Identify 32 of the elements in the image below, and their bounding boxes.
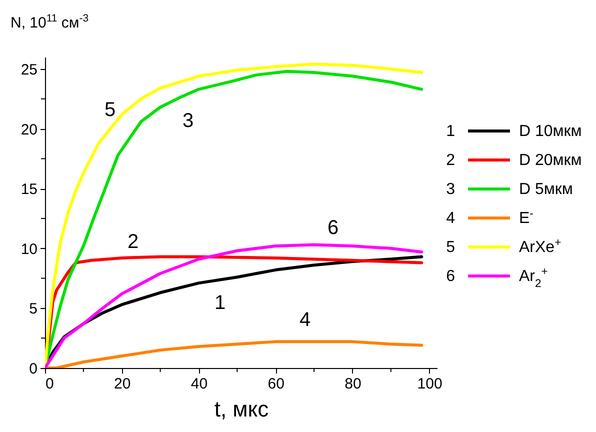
text: 3 [446,181,455,198]
y-tick-label: 15 [20,181,38,198]
annotation: 4 [299,309,311,331]
annotation: 6 [327,217,339,239]
y-tick-label: 25 [20,61,38,78]
x-tick-label: 80 [344,376,362,392]
y-tick-label: 20 [20,121,38,138]
x-tick-label: 0 [46,376,54,392]
x-tick-label: 20 [114,376,131,392]
text: 5 [446,239,455,256]
legend-label: D 10мкм [519,123,582,140]
legend-label: ArXe$^{+}$ [519,237,562,256]
legend-label: D 20мкм [519,152,582,169]
annotation: 2 [127,231,139,253]
y-tick-label: 5 [29,300,38,318]
x-tick-label: 40 [190,376,208,392]
text: 6 [446,268,455,285]
y-tick-label: 10 [20,240,38,258]
x-axis-title: t, мкс [214,396,269,422]
text: 1 [446,123,455,140]
text: 4 [446,210,455,227]
y-axis-title: N, 10$^{11}$ см$^{-3}$ [10,12,89,32]
annotation: 5 [104,99,116,121]
y-tick-label: 0 [29,360,38,378]
legend-label: E$^{-}$ [519,208,534,227]
annotation: 3 [182,110,194,132]
x-tick-label: 100 [417,376,442,392]
annotation: 1 [214,292,226,314]
legend-label: D 5мкм [519,181,573,198]
text: 2 [446,152,455,169]
x-tick-label: 60 [268,376,284,392]
line-series [45,340,424,368]
